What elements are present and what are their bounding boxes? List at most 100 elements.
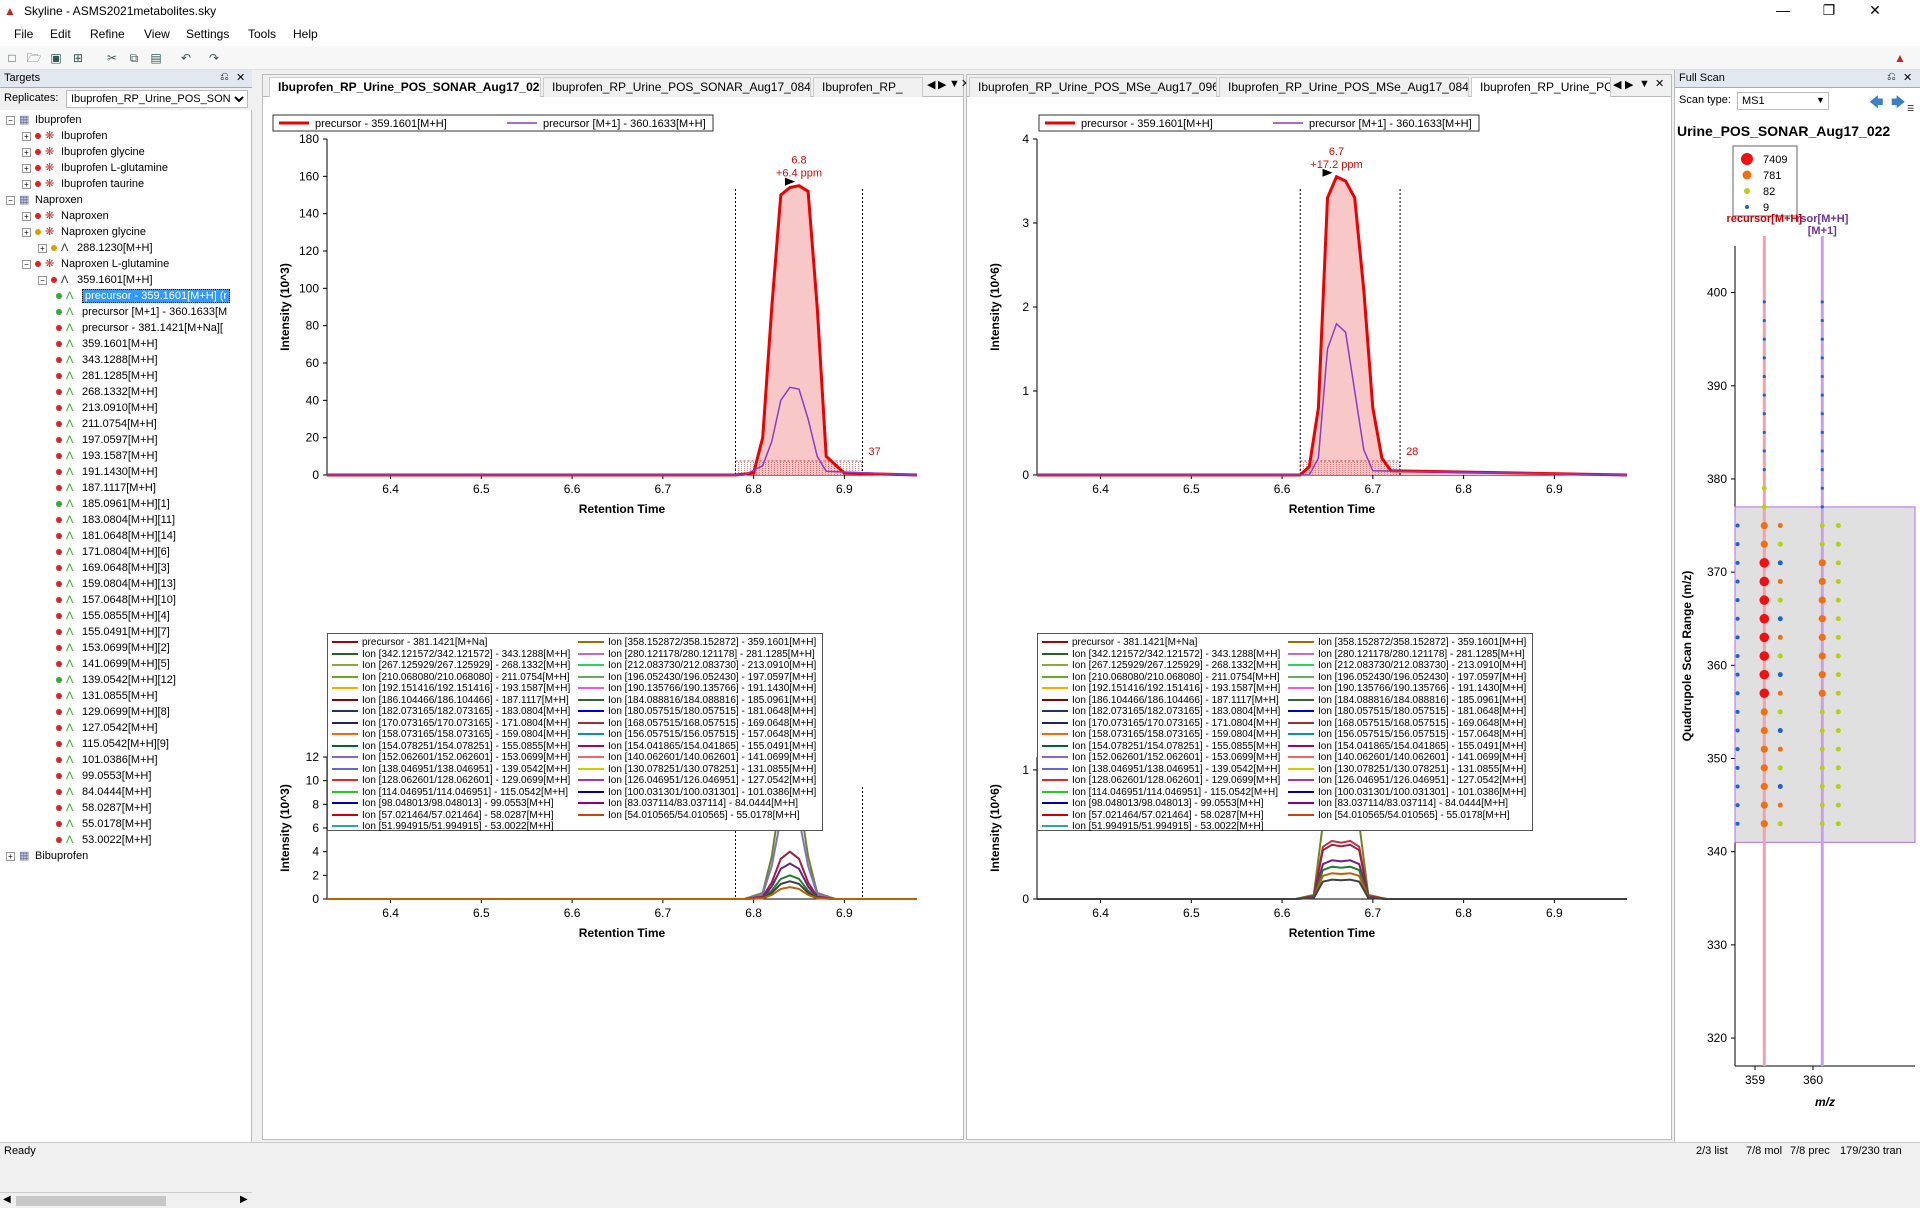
save-icon[interactable]: ▣ bbox=[50, 51, 62, 65]
maximize-icon[interactable]: ❐ bbox=[1822, 2, 1836, 18]
minimize-icon[interactable]: — bbox=[1776, 2, 1790, 18]
next-scan-icon[interactable]: 🡆 bbox=[1891, 94, 1906, 110]
close-icon[interactable]: ✕ bbox=[1869, 2, 1881, 18]
tree-node[interactable]: − ❋ Naproxen L-glutamine bbox=[22, 256, 169, 272]
tree-node[interactable]: Λ 55.0178[M+H] bbox=[56, 816, 151, 832]
tab-ibuprofen-left-3[interactable]: Ibuprofen_RP_ bbox=[813, 77, 923, 97]
close-targets-icon[interactable]: ✕ bbox=[236, 72, 246, 84]
new-document-icon[interactable]: □ bbox=[8, 51, 16, 65]
replicates-select[interactable]: Ibuprofen_RP_Urine_POS_SON bbox=[66, 90, 248, 108]
tree-node[interactable]: + ❋ Ibuprofen glycine bbox=[22, 144, 145, 160]
expand-icon[interactable]: − bbox=[38, 275, 47, 285]
tree-node[interactable]: Λ 169.0648[M+H][3] bbox=[56, 560, 170, 576]
tab-next-right-icon[interactable]: ▶ bbox=[1625, 79, 1634, 91]
open-folder-icon[interactable]: 🗁 bbox=[26, 51, 42, 65]
tree-node[interactable]: Λ 281.1285[M+H] bbox=[56, 368, 158, 384]
expand-icon[interactable]: − bbox=[6, 195, 15, 205]
tab-mse-084[interactable]: Ibuprofen_RP_Urine_POS_MSe_Aug17_084 bbox=[1219, 77, 1469, 97]
tree-node[interactable]: Λ 193.1587[M+H] bbox=[56, 448, 158, 464]
redo-icon[interactable]: ↷ bbox=[208, 51, 220, 65]
tree-node[interactable]: Λ 99.0553[M+H] bbox=[56, 768, 151, 784]
import-icon[interactable]: ⊞ bbox=[72, 51, 84, 65]
tree-node[interactable]: Λ 127.0542[M+H] bbox=[56, 720, 158, 736]
options-icon[interactable]: ☰ bbox=[1907, 104, 1915, 113]
expand-icon[interactable]: + bbox=[22, 163, 31, 173]
tree-node[interactable]: Λ 141.0699[M+H][5] bbox=[56, 656, 170, 672]
scroll-thumb[interactable] bbox=[16, 1196, 166, 1206]
tree-node[interactable]: Λ 131.0855[M+H] bbox=[56, 688, 158, 704]
expand-icon[interactable]: − bbox=[6, 115, 15, 125]
menu-edit[interactable]: Edit bbox=[50, 27, 71, 41]
tree-node[interactable]: Λ 157.0648[M+H][10] bbox=[56, 592, 176, 608]
tree-node[interactable]: Λ 84.0444[M+H] bbox=[56, 784, 151, 800]
tree-node[interactable]: Λ 153.0699[M+H][2] bbox=[56, 640, 170, 656]
full-scan-pin-icon[interactable]: ⎌ bbox=[1887, 71, 1896, 83]
tree-node[interactable]: + Λ 288.1230[M+H] bbox=[38, 240, 153, 256]
tree-node[interactable]: Λ 181.0648[M+H][14] bbox=[56, 528, 176, 544]
tree-node[interactable]: − ▦ Ibuprofen bbox=[6, 112, 81, 128]
scroll-left-icon[interactable]: ◀ bbox=[3, 1194, 11, 1205]
tree-node[interactable]: Λ 159.0804[M+H][13] bbox=[56, 576, 176, 592]
tree-node[interactable]: Λ 139.0542[M+H][12] bbox=[56, 672, 176, 688]
tab-list-icon[interactable]: ▼ bbox=[949, 78, 960, 90]
cut-icon[interactable]: ✂ bbox=[106, 51, 118, 65]
tree-node[interactable]: + ❋ Naproxen glycine bbox=[22, 224, 146, 240]
tree-node[interactable]: − ▦ Naproxen bbox=[6, 192, 83, 208]
tree-node[interactable]: Λ 101.0386[M+H] bbox=[56, 752, 158, 768]
paste-icon[interactable]: ▤ bbox=[150, 51, 162, 65]
menu-help[interactable]: Help bbox=[293, 27, 318, 41]
tree-node[interactable]: Λ 58.0287[M+H] bbox=[56, 800, 151, 816]
menu-settings[interactable]: Settings bbox=[186, 27, 230, 41]
tree-node[interactable]: Λ 129.0699[M+H][8] bbox=[56, 704, 170, 720]
tab-mse-3[interactable]: Ibuprofen_RP_Urine_POS bbox=[1471, 77, 1611, 97]
tree-node[interactable]: Λ 171.0804[M+H][6] bbox=[56, 544, 170, 560]
tree-node[interactable]: + ▦ Bibuprofen bbox=[6, 848, 88, 864]
tree-node[interactable]: Λ 155.0855[M+H][4] bbox=[56, 608, 170, 624]
tree-node[interactable]: Λ 268.1332[M+H] bbox=[56, 384, 158, 400]
expand-icon[interactable]: + bbox=[38, 243, 47, 253]
tab-mse-096[interactable]: Ibuprofen_RP_Urine_POS_MSe_Aug17_096 bbox=[969, 77, 1217, 97]
tree-node[interactable]: + ❋ Ibuprofen taurine bbox=[22, 176, 144, 192]
copy-icon[interactable]: ⧉ bbox=[129, 51, 139, 65]
tree-node[interactable]: Λ 53.0022[M+H] bbox=[56, 832, 151, 848]
tab-sonar-022[interactable]: Ibuprofen_RP_Urine_POS_SONAR_Aug17_022 bbox=[269, 77, 541, 97]
tab-prev-icon[interactable]: ◀ bbox=[927, 79, 936, 91]
tree-node[interactable]: Λ 155.0491[M+H][7] bbox=[56, 624, 170, 640]
tree-node[interactable]: Λ 185.0961[M+H][1] bbox=[56, 496, 170, 512]
tree-node[interactable]: Λ 359.1601[M+H] bbox=[56, 336, 158, 352]
tab-prev-right-icon[interactable]: ◀ bbox=[1613, 79, 1622, 91]
expand-icon[interactable]: − bbox=[22, 259, 31, 269]
tree-node[interactable]: − Λ 359.1601[M+H] bbox=[38, 272, 153, 288]
tree-node[interactable]: Λ 343.1288[M+H] bbox=[56, 352, 158, 368]
tab-close-icon[interactable]: ✕ bbox=[961, 77, 970, 90]
expand-icon[interactable]: + bbox=[22, 147, 31, 157]
expand-icon[interactable]: + bbox=[22, 227, 31, 237]
tree-node[interactable]: Λ 197.0597[M+H] bbox=[56, 432, 158, 448]
menu-file[interactable]: File bbox=[14, 27, 34, 41]
skyline-icon[interactable]: ▲ bbox=[1894, 51, 1906, 65]
tree-node[interactable]: Λ 213.0910[M+H] bbox=[56, 400, 158, 416]
full-scan-close-icon[interactable]: ✕ bbox=[1903, 72, 1913, 84]
scan-type-select[interactable]: MS1 ▼ bbox=[1737, 92, 1829, 110]
pin-icon[interactable]: ⎌ bbox=[220, 71, 229, 83]
tree-node[interactable]: Λ 115.0542[M+H][9] bbox=[56, 736, 169, 752]
tree-node[interactable]: Λ 211.0754[M+H] bbox=[56, 416, 157, 432]
tab-next-icon[interactable]: ▶ bbox=[938, 79, 947, 91]
expand-icon[interactable]: + bbox=[22, 179, 31, 189]
menu-refine[interactable]: Refine bbox=[90, 27, 125, 41]
expand-icon[interactable]: + bbox=[22, 211, 31, 221]
tree-node[interactable]: + ❋ Ibuprofen bbox=[22, 128, 107, 144]
tree-node[interactable]: Λ 191.1430[M+H] bbox=[56, 464, 158, 480]
expand-icon[interactable]: + bbox=[22, 131, 31, 141]
expand-icon[interactable]: + bbox=[6, 851, 15, 861]
tree-node[interactable]: Λ 183.0804[M+H][11] bbox=[56, 512, 175, 528]
tab-sonar-084[interactable]: Ibuprofen_RP_Urine_POS_SONAR_Aug17_084 bbox=[543, 77, 811, 97]
previous-scan-icon[interactable]: 🡄 bbox=[1869, 94, 1884, 110]
undo-icon[interactable]: ↶ bbox=[180, 51, 192, 65]
menu-view[interactable]: View bbox=[144, 27, 170, 41]
scroll-right-icon[interactable]: ▶ bbox=[240, 1194, 248, 1205]
tree-node[interactable]: + ❋ Naproxen bbox=[22, 208, 109, 224]
